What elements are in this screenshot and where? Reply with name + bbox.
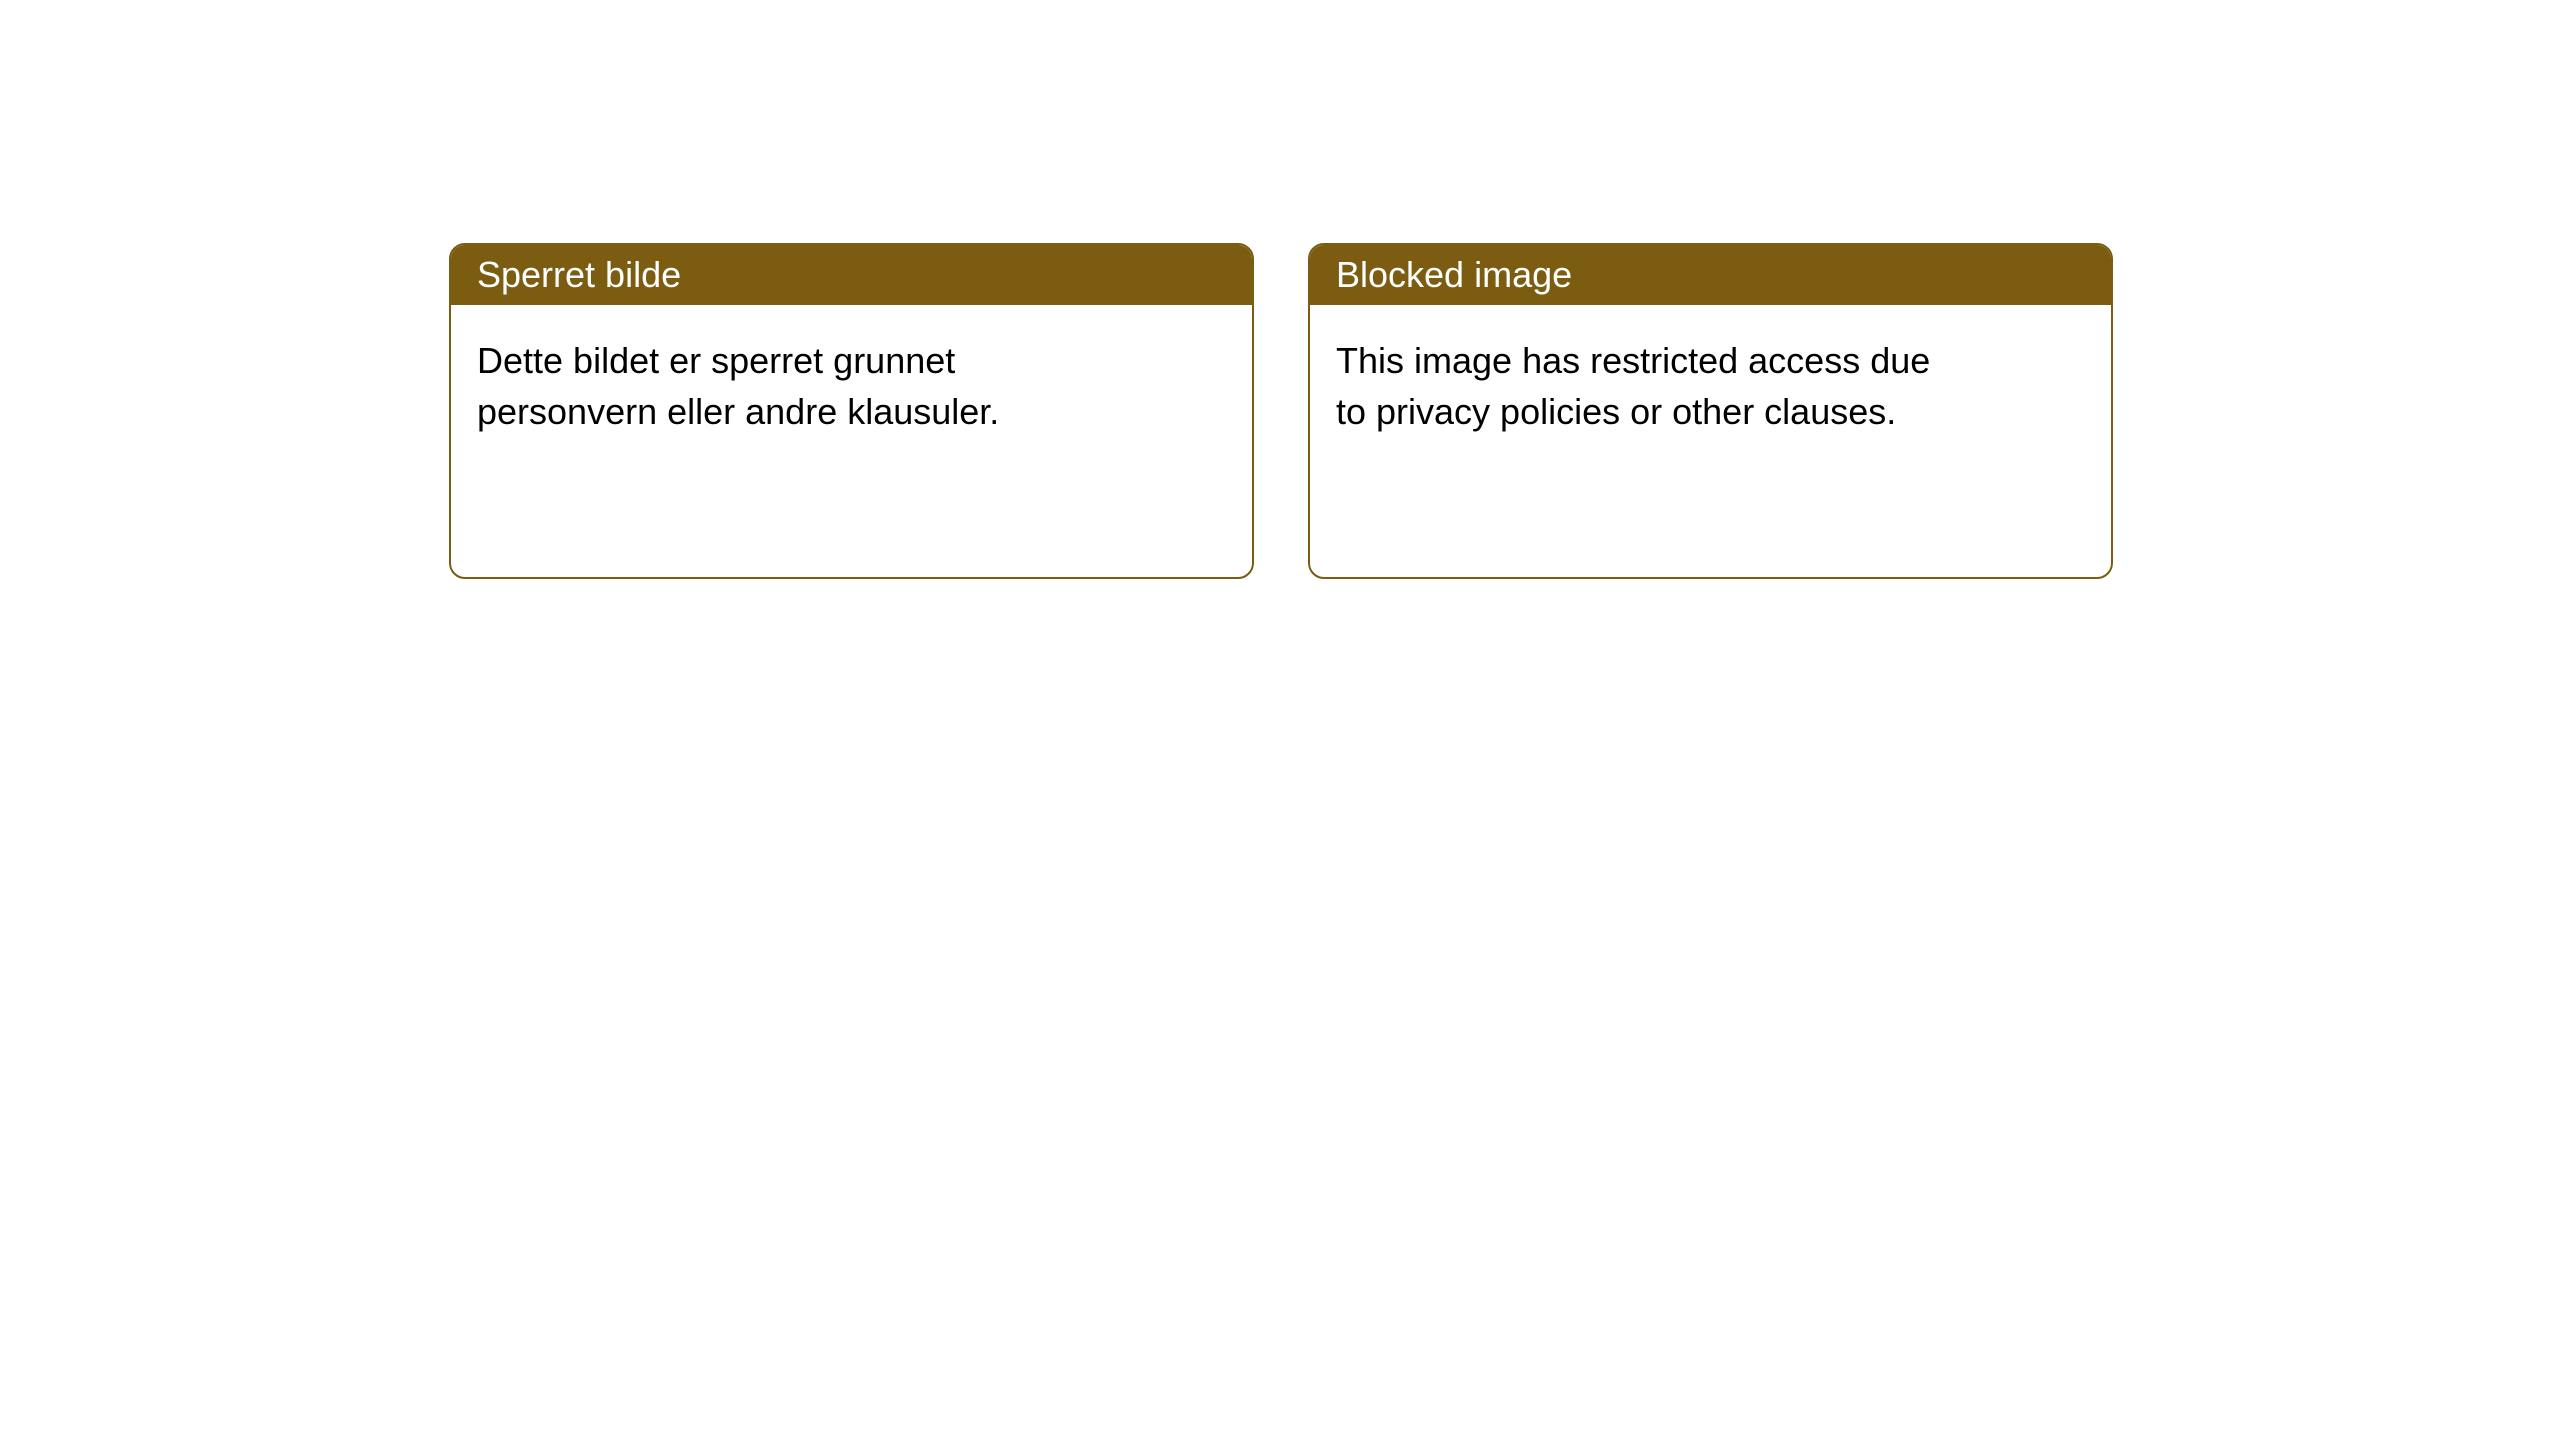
notice-body: This image has restricted access due to … (1310, 305, 1990, 467)
notice-container: Sperret bilde Dette bildet er sperret gr… (0, 0, 2560, 579)
notice-header: Sperret bilde (451, 245, 1252, 305)
notice-header: Blocked image (1310, 245, 2111, 305)
notice-box-english: Blocked image This image has restricted … (1308, 243, 2113, 579)
notice-box-norwegian: Sperret bilde Dette bildet er sperret gr… (449, 243, 1254, 579)
notice-body: Dette bildet er sperret grunnet personve… (451, 305, 1131, 467)
